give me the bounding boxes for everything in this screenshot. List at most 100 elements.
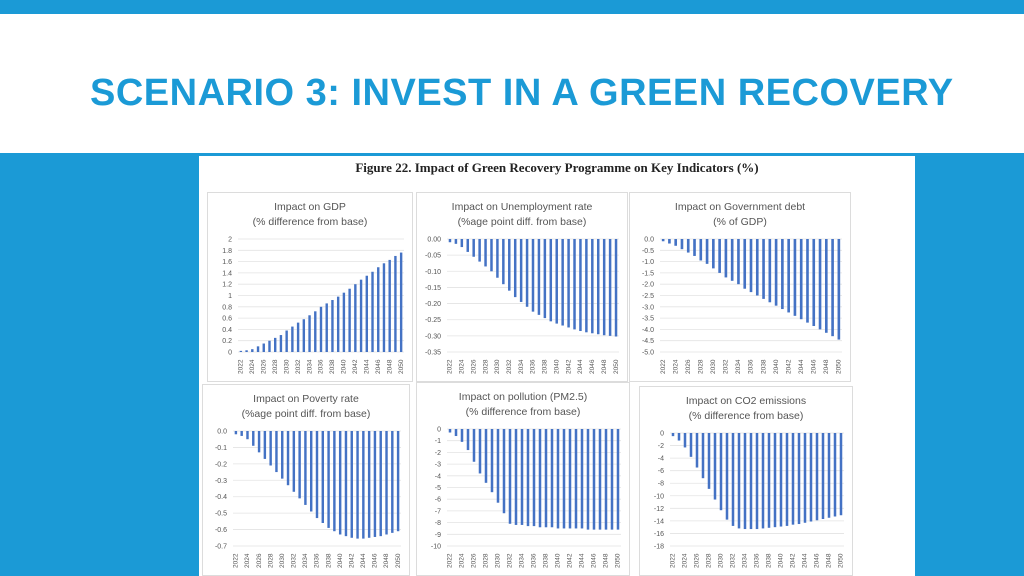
- x-tick-label: 2050: [613, 359, 620, 374]
- bar-2026: [472, 429, 476, 462]
- x-tick-label: 2044: [360, 553, 367, 568]
- x-tick-label: 2024: [459, 553, 466, 568]
- bar-2030: [285, 330, 288, 352]
- y-tick-label: -8: [435, 520, 441, 527]
- x-tick-label: 2024: [244, 553, 251, 568]
- chart-title-line: Impact on pollution (PM2.5): [459, 391, 587, 403]
- bar-2027: [478, 239, 481, 262]
- bar-2038: [544, 429, 548, 528]
- bar-2034: [304, 431, 307, 505]
- bar-2043: [573, 239, 576, 330]
- bar-2024: [460, 239, 464, 248]
- bar-2044: [799, 239, 803, 320]
- bar-2032: [731, 433, 735, 526]
- bar-2038: [762, 239, 765, 299]
- x-tick-label: 2038: [542, 359, 549, 374]
- y-tick-label: -0.1: [215, 445, 227, 452]
- y-tick-label: 0.6: [222, 316, 232, 323]
- bar-2048: [824, 239, 828, 333]
- bar-2049: [391, 431, 394, 533]
- y-tick-label: -0.6: [215, 527, 227, 534]
- slide-title: SCENARIO 3: INVEST IN A GREEN RECOVERY: [90, 72, 954, 114]
- bar-2025: [466, 239, 470, 252]
- bar-2047: [596, 239, 600, 335]
- x-tick-label: 2038: [760, 359, 767, 374]
- x-tick-label: 2024: [249, 359, 256, 374]
- y-tick-label: 1.6: [222, 259, 232, 266]
- bar-2029: [490, 429, 494, 493]
- bar-2038: [543, 239, 547, 319]
- bar-2047: [598, 429, 602, 530]
- x-tick-label: 2036: [318, 359, 325, 374]
- bar-2023: [454, 429, 458, 437]
- x-tick-label: 2024: [672, 359, 679, 374]
- bar-2025: [252, 431, 255, 446]
- x-tick-label: 2050: [398, 359, 405, 374]
- x-tick-label: 2030: [495, 553, 502, 568]
- y-tick-label: 1: [228, 293, 232, 300]
- y-tick-label: 0: [437, 427, 441, 434]
- x-tick-label: 2032: [507, 553, 514, 568]
- bar-2024: [674, 239, 678, 246]
- bar-2028: [269, 431, 272, 466]
- y-tick-label: 1.8: [222, 248, 232, 255]
- y-tick-label: -5.0: [642, 350, 654, 357]
- bar-2035: [525, 239, 529, 307]
- bar-2025: [689, 433, 693, 457]
- x-tick-label: 2034: [742, 553, 749, 568]
- x-tick-label: 2036: [314, 553, 321, 568]
- chart-unemployment: Impact on Unemployment rate (%age point d…: [416, 192, 628, 382]
- x-tick-label: 2028: [698, 359, 705, 374]
- bar-2050: [396, 431, 400, 532]
- y-tick-label: -1.0: [642, 259, 654, 266]
- y-tick-label: 0: [660, 431, 664, 438]
- y-tick-label: -2: [658, 443, 664, 450]
- bar-2023: [668, 239, 671, 244]
- bar-2032: [292, 431, 296, 492]
- y-tick-label: -2.5: [642, 293, 654, 300]
- bar-2046: [591, 239, 594, 334]
- bar-2035: [309, 431, 313, 512]
- chart-title-line: (% of GDP): [713, 216, 767, 228]
- x-tick-label: 2022: [233, 553, 240, 568]
- x-tick-label: 2042: [352, 359, 359, 374]
- x-tick-label: 2022: [238, 359, 245, 374]
- y-tick-label: -12: [654, 506, 664, 513]
- x-tick-label: 2028: [272, 359, 279, 374]
- bar-2041: [781, 239, 784, 310]
- y-tick-label: -4.0: [642, 327, 654, 334]
- y-tick-label: 0.8: [222, 304, 232, 311]
- y-tick-label: -0.5: [642, 248, 654, 255]
- y-tick-label: -16: [654, 531, 664, 538]
- bar-2038: [331, 300, 334, 352]
- y-tick-label: -18: [654, 544, 664, 551]
- bar-2045: [809, 433, 813, 522]
- bar-2024: [683, 433, 687, 448]
- bar-2048: [602, 239, 606, 336]
- bar-2037: [755, 239, 759, 296]
- x-tick-label: 2038: [766, 553, 773, 568]
- y-tick-label: -6: [658, 468, 664, 475]
- y-tick-label: -2.0: [642, 282, 654, 289]
- bar-2033: [737, 433, 741, 529]
- y-tick-label: -9: [435, 532, 441, 539]
- x-tick-label: 2042: [565, 359, 572, 374]
- bar-2033: [302, 319, 306, 352]
- chart-title-line: (% difference from base): [466, 406, 581, 418]
- bar-2041: [562, 429, 566, 529]
- chart-svg: Impact on Unemployment rate (%age point d…: [425, 201, 620, 374]
- bar-2027: [701, 433, 705, 479]
- y-tick-label: -0.10: [425, 269, 441, 276]
- bar-2031: [502, 429, 506, 514]
- bar-2032: [296, 322, 300, 352]
- chart-gdp: Impact on GDP (% difference from base) 0 0.…: [207, 192, 413, 382]
- bar-2048: [604, 429, 608, 530]
- bar-2033: [730, 239, 734, 281]
- x-tick-label: 2042: [567, 553, 574, 568]
- bar-2026: [686, 239, 690, 253]
- x-tick-label: 2028: [267, 553, 274, 568]
- bar-2044: [365, 275, 368, 352]
- bar-2022: [448, 239, 452, 243]
- bar-2044: [580, 429, 584, 529]
- bar-2031: [286, 431, 290, 486]
